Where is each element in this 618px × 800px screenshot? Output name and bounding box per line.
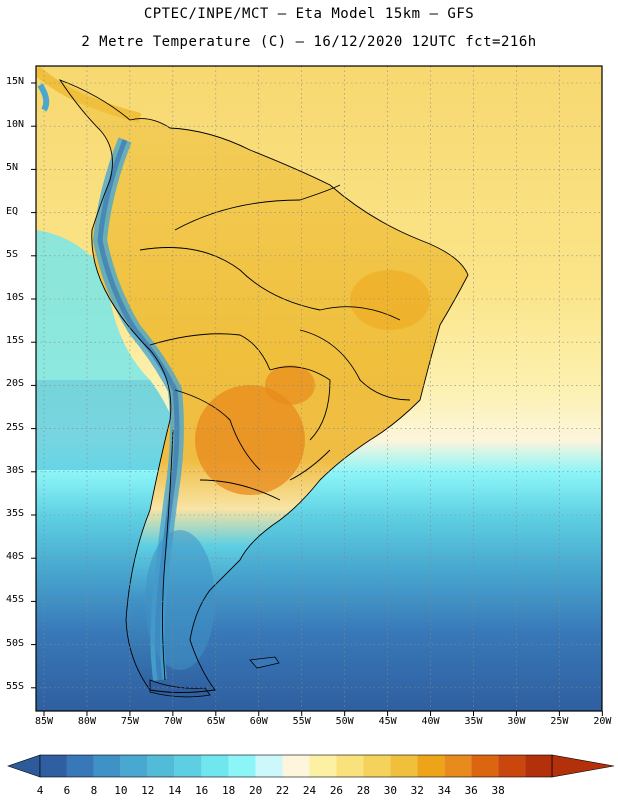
colorbar-label: 28 [356,784,371,797]
colorbar-segment [498,755,526,777]
lon-label: 35W [464,716,483,727]
colorbar-label: 36 [464,784,478,797]
colorbar-label: 38 [491,784,505,797]
colorbar-segment [40,755,67,777]
lon-label: 20W [593,716,612,727]
colorbar-label: 18 [222,784,236,797]
colorbar-segment [363,755,391,777]
lon-label: 50W [335,716,354,727]
colorbar-segment [93,755,121,777]
lat-label: 55S [6,680,25,692]
colorbar-label: 14 [168,784,182,797]
colorbar-label: 6 [63,784,71,797]
lat-label: 10S [6,292,25,303]
colorbar-segment [66,755,94,777]
map-title-line1: CPTEC/INPE/MCT – Eta Model 15km – GFS [143,6,475,22]
colorbar-label: 4 [36,784,44,797]
colorbar-segment [147,755,175,777]
lon-label: 40W [421,716,440,727]
colorbar-label: 8 [90,784,98,797]
lon-label: 75W [120,716,139,727]
colorbar-label: 30 [383,784,397,797]
lon-label: 30W [507,716,526,727]
lat-label: 5N [6,162,19,174]
lat-label: 45S [6,594,25,606]
lat-label: 30S [6,464,25,476]
lat-label: 15S [6,335,25,347]
colorbar-segment [228,755,256,777]
colorbar-label: 16 [195,784,209,797]
colorbar-segment [444,755,472,777]
lon-label: 85W [34,716,54,727]
lon-label: 70W [163,716,182,727]
heat-core [195,385,305,495]
country-borders [58,79,469,693]
map-frame [35,65,603,712]
lat-label: EQ [6,205,19,217]
colorbar-label: 10 [114,784,128,797]
lon-label: 65W [206,716,225,727]
colorbar-segment [417,755,445,777]
colorbar-label: 26 [329,784,344,797]
colorbar-under-arrow [7,754,41,778]
lon-label: 80W [77,716,96,727]
colorbar-label: 20 [248,784,263,797]
colorbar-label: 12 [141,784,155,797]
colorbar-segment [336,755,364,777]
colorbar [7,754,615,778]
lat-label: 15N [6,76,25,87]
colorbar-segment [174,755,202,777]
colorbar-label: 32 [410,784,424,797]
lat-label: 5S [6,248,19,260]
colorbar-segment [390,755,418,777]
colorbar-segment [255,755,283,777]
colorbar-segment [471,755,499,777]
colorbar-over-arrow [551,754,615,778]
lat-label: 20S [6,378,25,390]
lat-label: 50S [6,637,25,649]
lat-label: 40S [6,551,25,563]
lon-label: 25W [550,716,569,727]
colorbar-label: 22 [275,784,290,797]
colorbar-label: 34 [437,784,451,797]
colorbar-segment [309,755,337,777]
map-title-line2: 2 Metre Temperature (C) – 16/12/2020 12U… [81,34,537,50]
temperature-map [31,65,603,716]
lat-label: 25S [6,421,25,433]
colorbar-segment [525,755,553,777]
colorbar-label: 24 [302,784,317,797]
lon-label: 60W [249,716,268,727]
lon-label: 55W [292,716,311,727]
colorbar-segment [201,755,229,777]
colorbar-segment [120,755,148,777]
lat-label: 35S [6,508,25,519]
colorbar-segment [282,755,310,777]
lat-label: 10N [6,119,25,131]
lon-label: 45W [378,716,397,727]
